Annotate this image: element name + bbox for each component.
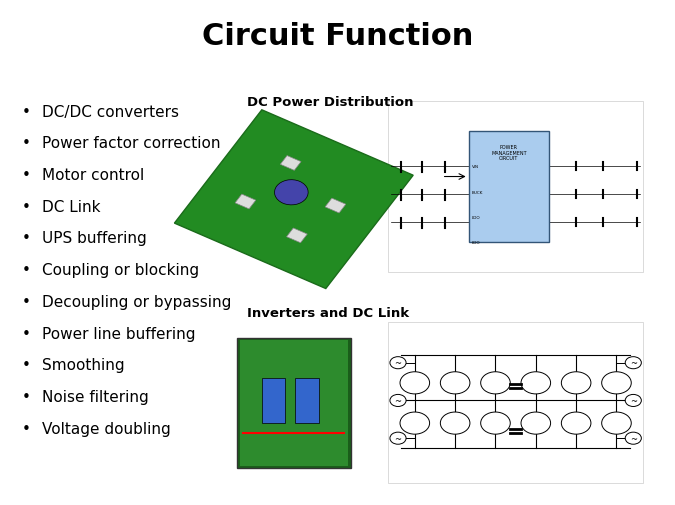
Text: •: • bbox=[22, 199, 30, 214]
Bar bbox=[388, 323, 643, 483]
Text: •: • bbox=[22, 105, 30, 119]
Bar bbox=[280, 156, 301, 171]
Circle shape bbox=[562, 412, 591, 434]
Circle shape bbox=[440, 412, 470, 434]
Text: ~: ~ bbox=[630, 396, 637, 405]
Text: •: • bbox=[22, 389, 30, 404]
Circle shape bbox=[521, 372, 551, 394]
Bar bbox=[287, 229, 307, 243]
Bar bbox=[235, 195, 256, 210]
Text: DC Link: DC Link bbox=[42, 199, 100, 214]
Circle shape bbox=[601, 412, 631, 434]
Text: DC Power Distribution: DC Power Distribution bbox=[247, 95, 413, 108]
Circle shape bbox=[481, 372, 510, 394]
Bar bbox=[237, 338, 351, 469]
Text: Power line buffering: Power line buffering bbox=[42, 326, 195, 341]
Text: Noise filtering: Noise filtering bbox=[42, 389, 148, 404]
Circle shape bbox=[625, 432, 641, 444]
Circle shape bbox=[481, 412, 510, 434]
Text: ~: ~ bbox=[394, 434, 402, 443]
Text: Coupling or blocking: Coupling or blocking bbox=[42, 263, 199, 278]
Text: •: • bbox=[22, 136, 30, 151]
Circle shape bbox=[562, 372, 591, 394]
Text: ~: ~ bbox=[394, 396, 402, 405]
Circle shape bbox=[400, 372, 429, 394]
Text: DC/DC converters: DC/DC converters bbox=[42, 105, 179, 119]
Circle shape bbox=[400, 412, 429, 434]
Bar bbox=[325, 199, 346, 214]
Text: LDO: LDO bbox=[472, 240, 481, 244]
Circle shape bbox=[625, 357, 641, 369]
Circle shape bbox=[390, 357, 406, 369]
Text: ~: ~ bbox=[630, 359, 637, 368]
Text: •: • bbox=[22, 231, 30, 246]
Text: •: • bbox=[22, 294, 30, 309]
Text: •: • bbox=[22, 358, 30, 373]
Bar bbox=[261, 378, 285, 423]
Text: BUCK: BUCK bbox=[472, 190, 483, 194]
Bar bbox=[468, 132, 549, 242]
Bar bbox=[240, 340, 348, 466]
Text: •: • bbox=[22, 326, 30, 341]
Text: LDO: LDO bbox=[472, 215, 481, 219]
Text: VIN: VIN bbox=[472, 165, 479, 169]
Text: UPS buffering: UPS buffering bbox=[42, 231, 146, 246]
Circle shape bbox=[390, 394, 406, 407]
Text: ~: ~ bbox=[394, 359, 402, 368]
Circle shape bbox=[440, 372, 470, 394]
Text: •: • bbox=[22, 263, 30, 278]
Text: ~: ~ bbox=[630, 434, 637, 443]
Text: POWER
MANAGEMENT
CIRCUIT: POWER MANAGEMENT CIRCUIT bbox=[491, 144, 526, 161]
Text: Power factor correction: Power factor correction bbox=[42, 136, 220, 151]
Polygon shape bbox=[174, 111, 413, 289]
Text: Inverters and DC Link: Inverters and DC Link bbox=[247, 306, 409, 319]
Text: Motor control: Motor control bbox=[42, 168, 144, 183]
Bar bbox=[295, 378, 319, 423]
Circle shape bbox=[521, 412, 551, 434]
Text: Decoupling or bypassing: Decoupling or bypassing bbox=[42, 294, 231, 309]
Circle shape bbox=[275, 180, 308, 206]
Bar bbox=[388, 102, 643, 273]
Circle shape bbox=[601, 372, 631, 394]
Text: Circuit Function: Circuit Function bbox=[202, 22, 473, 51]
Text: Voltage doubling: Voltage doubling bbox=[42, 421, 171, 436]
Circle shape bbox=[625, 394, 641, 407]
Text: •: • bbox=[22, 168, 30, 183]
Circle shape bbox=[390, 432, 406, 444]
Text: Smoothing: Smoothing bbox=[42, 358, 124, 373]
Text: •: • bbox=[22, 421, 30, 436]
